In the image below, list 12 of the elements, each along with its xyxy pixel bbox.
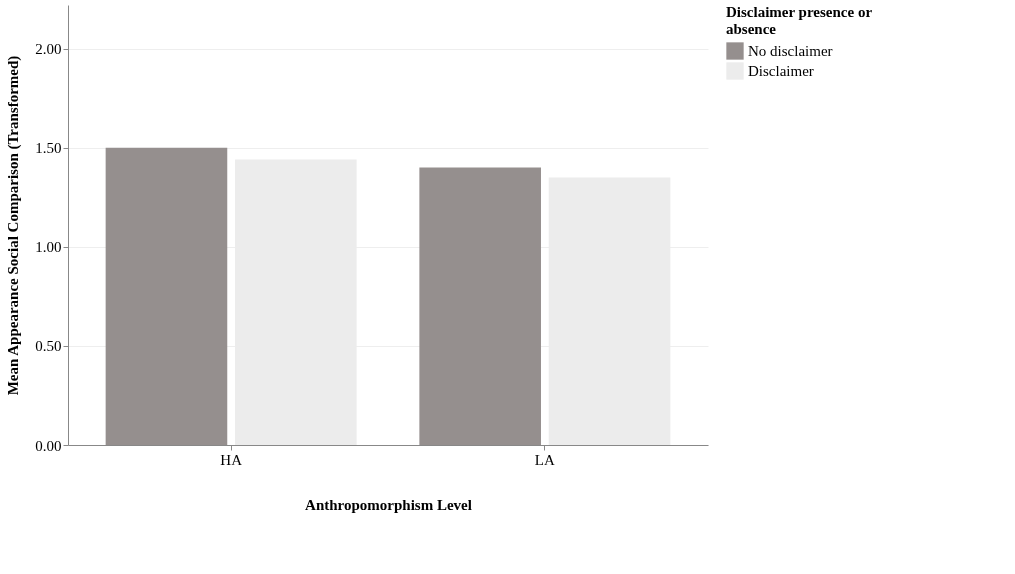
y-tick-label: 0.50	[35, 338, 62, 355]
y-axis-title: Mean Appearance Social Comparison (Transformed)	[5, 55, 23, 396]
legend-label: No disclaimer	[748, 43, 833, 59]
x-axis-title: Anthropomorphism Level	[305, 496, 472, 513]
x-tick-label: LA	[534, 451, 556, 468]
y-tick-label: 0.00	[35, 437, 62, 454]
y-tick-label: 1.00	[35, 239, 62, 256]
legend-label: Disclaimer	[748, 63, 814, 79]
y-tick-label: 1.50	[35, 140, 62, 157]
x-tick-label: HA	[220, 451, 243, 468]
y-tick-label: 2.00	[35, 41, 62, 58]
legend-title: Disclaimer presence or absence	[726, 4, 873, 37]
